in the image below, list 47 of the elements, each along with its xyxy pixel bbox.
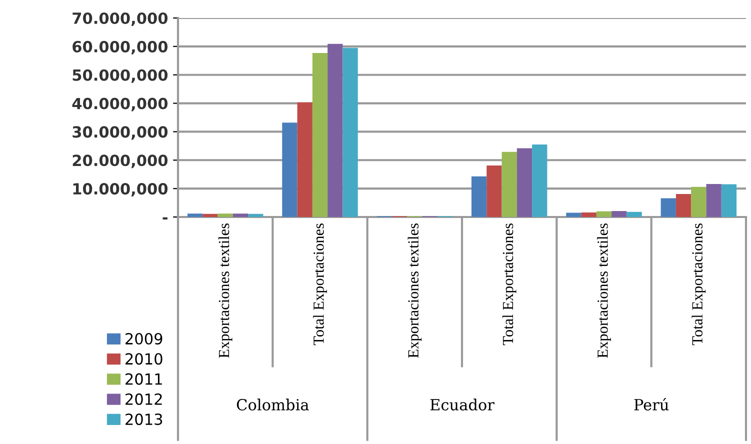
- x-tick-label: Exportaciones textiles: [218, 224, 232, 358]
- legend-label: 2013: [126, 414, 162, 426]
- bar: [566, 212, 582, 217]
- bar: [581, 212, 596, 217]
- bar: [486, 166, 502, 217]
- bar: [312, 52, 328, 217]
- bar: [202, 214, 218, 217]
- y-tick-label: 40.000,000: [72, 98, 168, 112]
- bar: [676, 194, 692, 217]
- text: Ecuador: [430, 398, 494, 410]
- bar: [502, 152, 517, 217]
- text: Colombia: [236, 398, 309, 410]
- bar: [612, 211, 627, 217]
- x-tick-label: Exportaciones textiles: [408, 224, 422, 358]
- bar: [282, 122, 298, 217]
- x-tick-label: Exportaciones textiles: [597, 224, 611, 358]
- bar: [471, 176, 487, 217]
- bar: [721, 184, 737, 217]
- bar: [218, 214, 233, 217]
- y-tick-label: 20.000,000: [72, 154, 168, 168]
- text: Perú: [634, 398, 669, 410]
- bar: [342, 48, 358, 217]
- y-tick-label: 30.000,000: [72, 126, 168, 140]
- bar: [660, 198, 676, 217]
- y-tick-label: -: [162, 217, 168, 220]
- bar: [297, 102, 312, 217]
- bar: [626, 212, 642, 217]
- legend-label: 2009: [126, 332, 162, 345]
- y-tick-label: 50.000,000: [72, 69, 168, 83]
- legend-label: 2012: [126, 393, 162, 405]
- bar: [328, 44, 343, 217]
- bar: [706, 184, 722, 217]
- bar: [691, 186, 706, 217]
- x-tick-label: Total Exportaciones: [502, 224, 516, 346]
- bar: [232, 214, 248, 217]
- bar: [187, 214, 203, 217]
- y-tick-label: 10.000,000: [73, 183, 168, 197]
- x-tick-label: Total Exportaciones: [692, 224, 706, 346]
- bar: [596, 211, 612, 217]
- y-tick-label: 70.000,000: [72, 12, 168, 26]
- legend-label: 2011: [126, 373, 162, 385]
- bar: [248, 214, 264, 217]
- x-tick-label: Total Exportaciones: [313, 224, 327, 346]
- bar: [516, 148, 532, 217]
- legend-label: 2010: [126, 353, 162, 365]
- bar: [532, 144, 548, 217]
- y-tick-label: 60.000,000: [72, 40, 168, 54]
